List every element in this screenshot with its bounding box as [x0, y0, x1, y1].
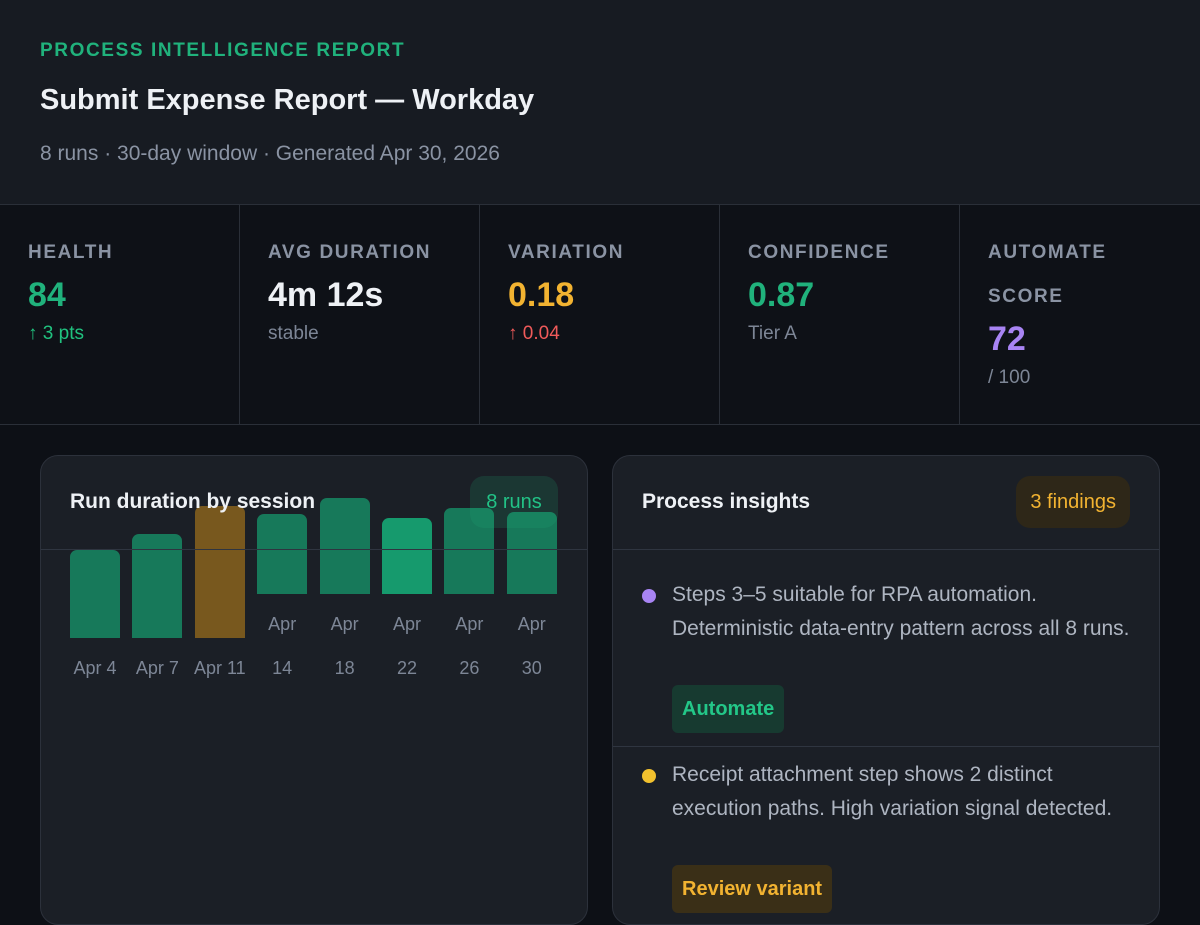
stat-label: AVG DURATION: [268, 242, 432, 263]
stat-health: HEALTH 84 ↑ 3 pts: [0, 205, 240, 424]
stat-confidence: CONFIDENCE 0.87 Tier A: [720, 205, 960, 424]
stat-label: HEALTH: [28, 242, 114, 263]
stat-label: VARIATION: [508, 242, 625, 263]
chart-bar: [444, 508, 495, 594]
stat-value: 84: [28, 276, 66, 314]
chart-bar: [70, 550, 120, 638]
insights-card-title: Process insights: [642, 490, 811, 513]
stat-variation: VARIATION 0.18 ↑ 0.04: [480, 205, 720, 424]
runs-count-badge: 8 runs: [470, 476, 558, 528]
x-axis-label: Apr 14: [268, 614, 297, 678]
x-axis-label: Apr 11: [193, 658, 246, 678]
x-axis-label: Apr 18: [330, 614, 359, 678]
stat-value: 72: [988, 320, 1026, 358]
card-divider: [613, 549, 1159, 550]
stats-row: HEALTH 84 ↑ 3 pts AVG DURATION 4m 12s st…: [0, 205, 1200, 425]
status-dot-icon: [642, 769, 656, 783]
review-variant-tag-button[interactable]: Review variant: [672, 865, 833, 913]
findings-count-badge: 3 findings: [1016, 476, 1130, 528]
chart-bar: [132, 534, 183, 638]
x-axis-label: Apr 4: [73, 658, 117, 678]
x-axis-label: Apr 7: [135, 658, 179, 678]
chart-bar: [194, 506, 245, 638]
chart-bar: [257, 514, 308, 594]
card-divider: [41, 549, 587, 550]
stat-sub: ↑ 3 pts: [28, 323, 84, 344]
stat-avg-duration: AVG DURATION 4m 12s stable: [240, 205, 480, 424]
stat-sub: Tier A: [748, 323, 797, 344]
x-axis-label: Apr 30: [517, 614, 546, 678]
run-duration-card: Apr 4 Apr 7 Apr 11 Apr 14 Apr 18 Apr 22 Apr 26…: [40, 455, 588, 925]
x-axis-label: Apr 22: [392, 614, 421, 678]
chart-bar: [382, 518, 432, 594]
insight-text: Steps 3–5 suitable for RPA automation. D…: [672, 583, 1130, 640]
stat-value: 4m 12s: [268, 276, 384, 314]
stat-value: 0.87: [748, 276, 815, 314]
chart-bar: [506, 512, 557, 594]
stat-label: CONFIDENCE: [748, 242, 890, 263]
stat-label: AUTOMATE SCORE: [988, 242, 1107, 307]
stat-sub: ↑ 0.04: [508, 323, 560, 344]
chart-bar: [319, 498, 370, 594]
insight-text: Receipt attachment step shows 2 distinct…: [672, 763, 1113, 820]
report-header: PROCESS INTELLIGENCE REPORT Submit Expen…: [0, 0, 1200, 205]
automate-tag-button[interactable]: Automate: [672, 685, 785, 733]
stat-sub: / 100: [988, 367, 1031, 388]
insight-divider: [613, 746, 1159, 747]
stat-sub: stable: [268, 323, 319, 344]
stat-value: 0.18: [508, 276, 575, 314]
status-dot-icon: [642, 589, 656, 603]
page-title: Submit Expense Report — Workday: [40, 84, 535, 116]
stat-automate-score: AUTOMATE SCORE 72 / 100: [960, 205, 1200, 424]
report-eyebrow: PROCESS INTELLIGENCE REPORT: [40, 40, 406, 61]
chart-card-title: Run duration by session: [70, 490, 316, 513]
x-axis-label: Apr 26: [455, 614, 484, 678]
process-insights-card: Process insights 3 findings Steps 3–5 su…: [612, 455, 1160, 925]
report-subtitle: 8 runs · 30-day window · Generated Apr 3…: [40, 142, 500, 165]
